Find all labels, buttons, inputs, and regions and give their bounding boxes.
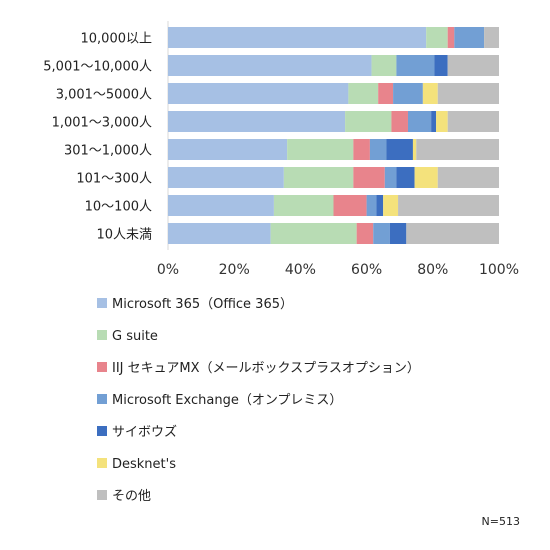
bar-segment: [426, 27, 448, 48]
category-label: 101～300人: [76, 172, 152, 187]
bar-segment: [393, 83, 423, 104]
bar-segment: [369, 139, 387, 160]
legend-label: その他: [112, 489, 151, 504]
bar-segment: [376, 195, 384, 216]
bar-segment: [273, 195, 334, 216]
legend-swatch: [97, 426, 107, 436]
bar-segment: [431, 111, 437, 132]
bar-segment: [168, 83, 349, 104]
bars-group: [167, 21, 499, 250]
legend-label: IIJ セキュアMX（メールボックスプラスオプション）: [112, 361, 420, 376]
bar-segment: [484, 27, 499, 48]
legend-swatch: [97, 490, 107, 500]
bar-segment: [168, 223, 271, 244]
category-label: 301～1,000人: [64, 144, 152, 159]
bar-segment: [168, 195, 274, 216]
bar-segment: [434, 55, 448, 76]
bar-segment: [416, 139, 499, 160]
category-label: 10,000以上: [81, 32, 153, 47]
legend-swatch: [97, 330, 107, 340]
bar-segment: [396, 55, 435, 76]
sample-size-note: N=513: [482, 515, 520, 528]
bar-segment: [345, 111, 392, 132]
x-tick-label: 20%: [219, 262, 250, 278]
category-label: 5,001～10,000人: [43, 60, 152, 75]
x-tick-labels: 0% 20% 40% 60% 80% 100%: [157, 262, 519, 278]
x-tick-label: 40%: [285, 262, 316, 278]
bar-segment: [283, 167, 354, 188]
bar-segment: [396, 167, 415, 188]
bar-segment: [398, 195, 499, 216]
x-tick-label: 60%: [351, 262, 382, 278]
x-tick-label: 80%: [417, 262, 448, 278]
bar-segment: [168, 139, 288, 160]
bar-segment: [391, 111, 408, 132]
legend-swatch: [97, 298, 107, 308]
bar-segment: [386, 139, 413, 160]
bar-segment: [383, 195, 399, 216]
legend-swatch: [97, 362, 107, 372]
legend-swatch: [97, 458, 107, 468]
legend-label: Desknet's: [112, 457, 176, 472]
bar-segment: [287, 139, 354, 160]
bar-segment: [168, 167, 284, 188]
category-label: 10～100人: [85, 200, 152, 215]
bar-segment: [168, 27, 427, 48]
bar-segment: [270, 223, 357, 244]
bar-segment: [366, 195, 377, 216]
bar-segment: [353, 167, 385, 188]
bar-segment: [407, 111, 432, 132]
bar-segment: [422, 83, 438, 104]
category-labels: 10,000以上 5,001～10,000人 3,001～5000人 1,001～3,…: [43, 32, 152, 243]
bar-segment: [447, 27, 455, 48]
bar-segment: [414, 167, 438, 188]
x-tick-label: 100%: [479, 262, 519, 278]
bar-segment: [436, 111, 448, 132]
legend-label: Microsoft 365（Office 365）: [112, 297, 293, 312]
legend: Microsoft 365（Office 365） G suite IIJ セキュア…: [97, 297, 420, 504]
bar-segment: [378, 83, 394, 104]
category-label: 3,001～5000人: [56, 88, 152, 103]
bar-segment: [447, 111, 499, 132]
bar-segment: [406, 223, 499, 244]
legend-label: サイボウズ: [112, 424, 177, 440]
bar-segment: [333, 195, 367, 216]
bar-segment: [373, 223, 390, 244]
bar-segment: [412, 139, 417, 160]
bar-segment: [356, 223, 374, 244]
bar-segment: [168, 111, 346, 132]
bar-segment: [437, 167, 499, 188]
x-tick-label: 0%: [157, 262, 179, 278]
bar-segment: [437, 83, 499, 104]
bar-segment: [389, 223, 407, 244]
bar-segment: [447, 55, 499, 76]
category-label: 10人未満: [96, 228, 152, 243]
bar-segment: [353, 139, 370, 160]
category-label: 1,001～3,000人: [52, 116, 152, 131]
bar-segment: [454, 27, 485, 48]
bar-segment: [384, 167, 397, 188]
bar-segment: [371, 55, 397, 76]
bar-segment: [348, 83, 379, 104]
legend-label: G suite: [112, 329, 158, 344]
legend-label: Microsoft Exchange（オンプレミス）: [112, 393, 342, 408]
bar-segment: [168, 55, 372, 76]
legend-swatch: [97, 394, 107, 404]
